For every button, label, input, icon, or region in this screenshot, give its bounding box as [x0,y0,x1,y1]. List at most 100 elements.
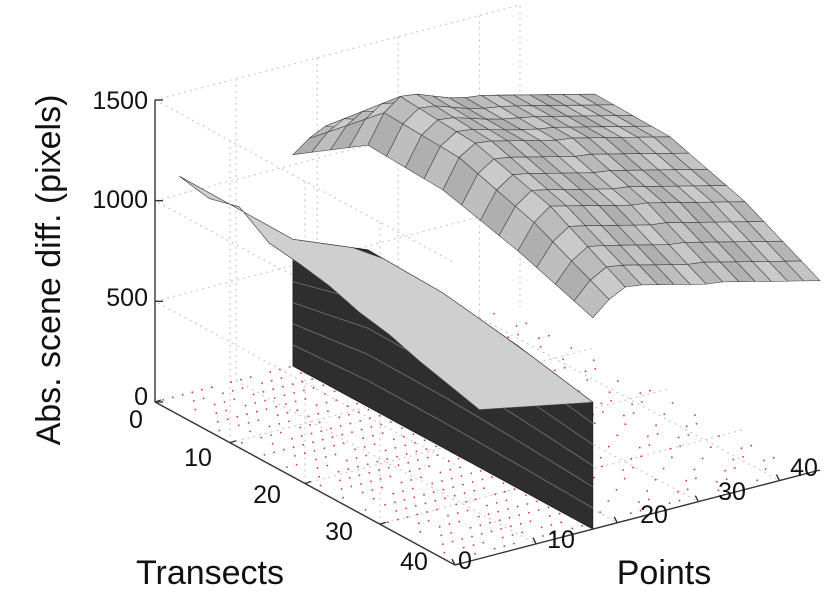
contour-point [171,396,174,399]
contour-point [677,491,679,493]
contour-point [423,439,426,442]
contour-point [425,448,428,450]
contour-point [304,398,307,400]
contour-point [380,423,383,426]
contour-point [292,446,295,449]
contour-point [342,442,345,445]
contour-point [503,545,506,547]
contour-point [452,486,455,488]
x-axis-line [454,469,821,566]
contour-point [709,446,712,449]
contour-point [291,437,293,440]
contour-point [275,405,278,408]
contour-point [381,432,384,434]
x-axis-title: Points [617,554,712,592]
wall-band [292,344,594,509]
contour-point [513,542,515,545]
contour-point [487,513,490,515]
y-tick-mark [379,521,387,525]
contour-point [364,509,367,511]
contour-point [465,501,467,503]
contour-point [623,414,625,417]
contour-point [296,409,299,412]
contour-point [411,487,414,490]
contour-point [648,444,651,446]
contour-point [450,477,453,480]
contour-point [396,455,398,458]
contour-point [482,541,485,544]
x-tick-label: 10 [547,526,575,554]
contour-point [330,427,332,430]
contour-point [508,516,511,519]
contour-point [504,490,506,493]
contour-point [255,410,258,413]
contour-point [497,510,500,513]
contour-point [608,445,610,448]
contour-point [268,425,271,428]
contour-point [662,467,665,470]
contour-point [623,477,626,480]
contour-point [162,399,165,401]
contour-point [236,415,239,418]
contour-point [288,420,290,423]
contour-point [303,452,306,455]
contour-point [655,424,657,427]
contour-point [592,359,595,361]
contour-point [640,401,643,403]
contour-point [525,322,528,325]
contour-point [558,512,561,515]
contour-point [410,479,413,481]
contour-point [327,410,329,413]
contour-point [310,432,313,435]
contour-point [414,505,417,507]
contour-point [303,389,305,392]
contour-point [339,425,342,427]
contour-point [679,445,681,447]
contour-point [279,431,282,434]
contour-point [435,445,437,448]
contour-point [273,451,275,454]
contour-point [434,499,437,502]
contour-point [397,464,400,467]
contour-point [695,477,697,480]
contour-point [647,435,649,438]
x-tick-mark [451,558,456,566]
contour-point [432,491,435,494]
contour-point [360,428,363,431]
contour-point [685,479,688,482]
contour-point [231,389,234,392]
contour-point [716,480,718,483]
contour-point [671,402,674,404]
contour-point [366,463,369,466]
contour-point [395,510,398,512]
contour-point [246,413,248,416]
x-tick-mark [613,516,618,524]
contour-point [427,519,430,522]
y-tick-mark [454,562,462,566]
contour-point [431,482,434,485]
contour-point [293,392,296,394]
contour-point [365,454,368,457]
contour-point [733,467,736,469]
contour-point [387,521,389,523]
contour-point [420,476,422,479]
contour-point [795,469,798,471]
contour-point [345,459,348,462]
contour-point [372,434,374,437]
contour-point [393,501,396,504]
contour-point [521,531,524,534]
contour-point [441,480,443,482]
y-tick-label: 40 [400,548,428,576]
x-tick-mark [694,495,699,502]
contour-point [436,454,439,456]
contour-point [387,466,390,469]
contour-point [386,458,389,460]
contour-point [368,471,371,474]
contour-point [276,414,279,417]
contour-point [254,402,257,404]
contour-point [513,488,516,491]
contour-point [448,523,451,526]
contour-point [418,467,421,470]
contour-point [772,457,775,459]
contour-point [225,409,228,412]
